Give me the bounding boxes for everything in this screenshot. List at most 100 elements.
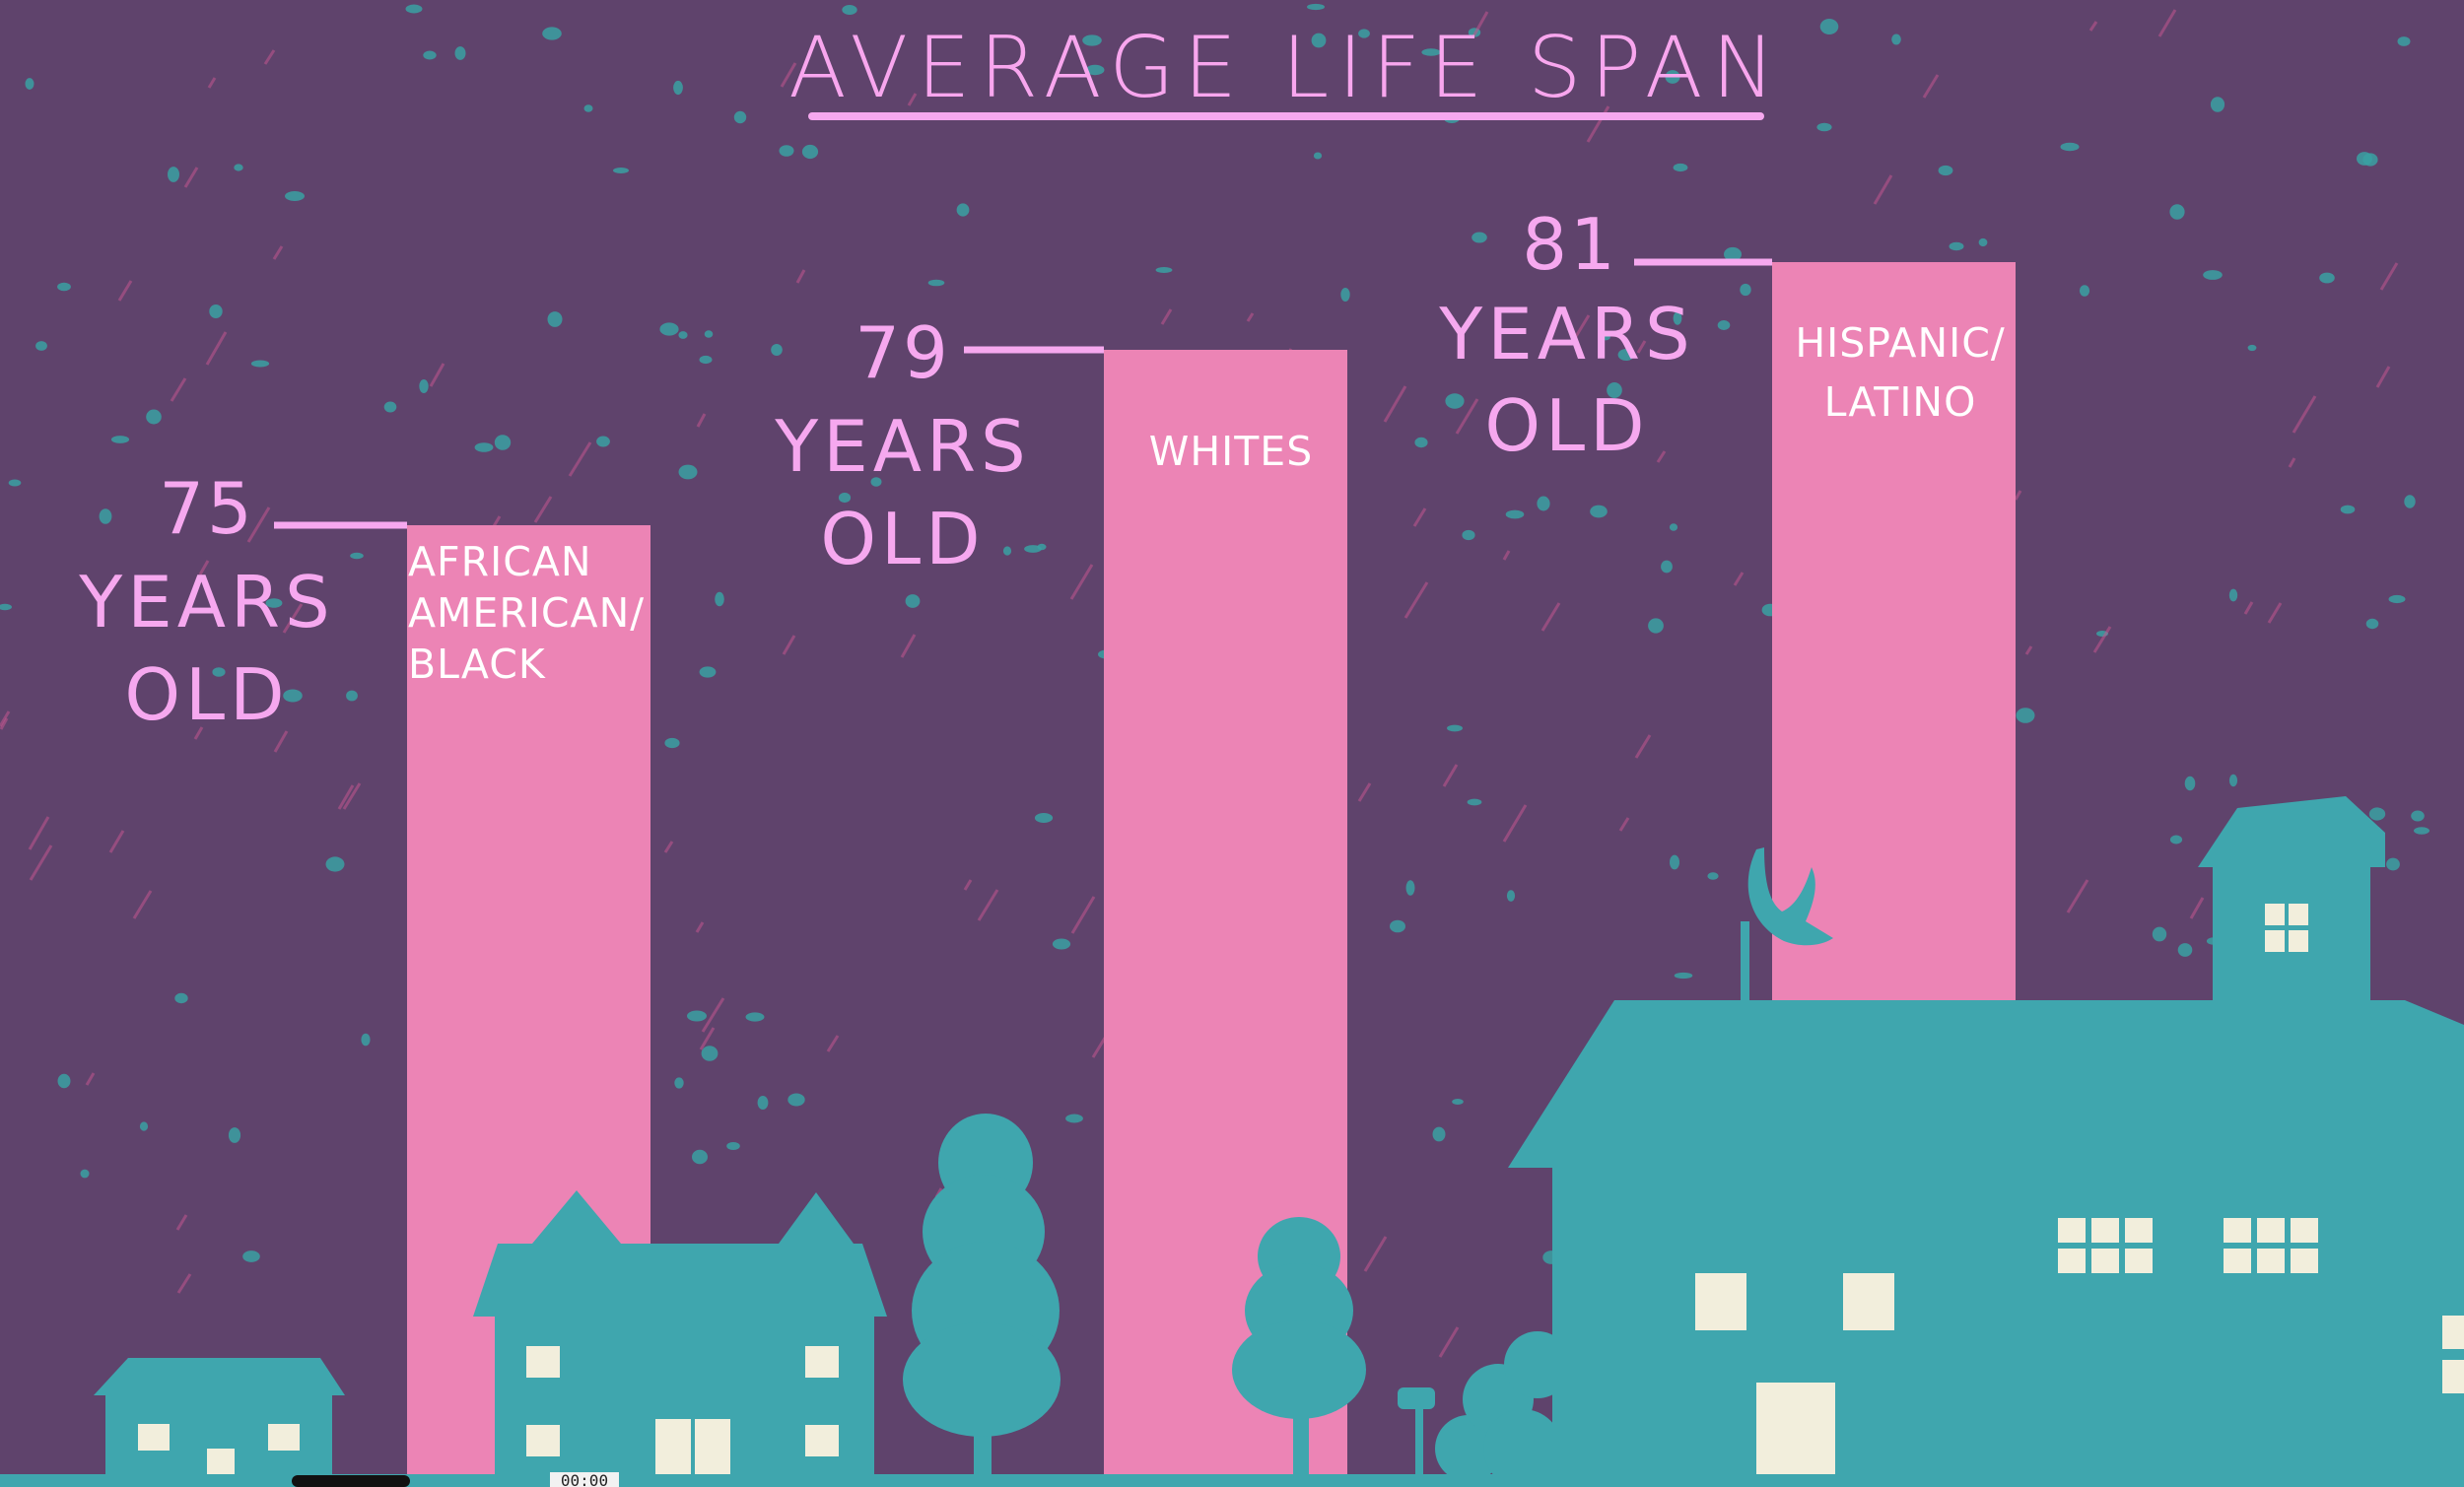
speckle [1648,618,1664,634]
streak [1922,74,1940,99]
town-illustration [0,796,2464,1487]
speckle [2203,270,2223,280]
speckle [2169,835,2183,845]
speckle [1938,165,1953,176]
value-unit-2-line2: OLD [1484,384,1649,467]
streak [263,49,276,65]
streak [176,1273,192,1294]
streak [1412,507,1427,527]
speckle [1358,29,1370,38]
speckle [2177,943,2193,957]
speckle [1590,505,1608,518]
speckle [745,1012,765,1022]
streak [1502,804,1528,843]
mailbox [1398,1387,1435,1487]
speckle [726,1142,740,1150]
speckle [1537,496,1550,511]
speckle [583,104,593,112]
speckle [1891,34,1901,45]
speckle [678,331,688,339]
speckle [1034,813,1054,823]
streak [1634,734,1652,759]
speckle [35,341,47,351]
streak [1455,398,1479,435]
speckle [1390,919,1405,933]
speckle [1432,1126,1446,1142]
bar-label-2-line2: LATINO [1824,378,1977,426]
speckle [1065,1114,1083,1123]
speckle [1665,70,1680,84]
streak [2024,645,2033,655]
streak [29,845,53,881]
speckle [1445,393,1465,409]
speckle [423,50,437,60]
speckle [283,689,303,703]
bar-label-0-line3: BLACK [408,641,546,688]
speckle [405,4,423,14]
streak [2375,366,2391,388]
streak [696,413,707,428]
streak [193,726,204,740]
speckle [1085,64,1105,76]
streak [1160,308,1173,325]
speckle [1462,529,1475,541]
speckle [1506,890,1516,902]
tree-tall [903,1114,1061,1487]
annotation-1: 79 YEARS OLD [774,311,1104,580]
streak [282,603,304,634]
streak [1570,314,1591,344]
timestamp: 00:00 [561,1471,608,1487]
speckle [110,436,130,443]
streak [1733,572,1745,586]
speckle [1949,241,1964,251]
streak [1438,1326,1460,1358]
streak [533,496,553,523]
bar-label-0-line2: AMERICAN/ [408,589,645,637]
streak [1502,550,1511,561]
speckle [1002,546,1012,556]
speckle [715,591,724,607]
speckle [2152,926,2167,942]
streak [2066,879,2089,913]
speckle [234,164,243,171]
speckle [1421,48,1441,56]
video-player-bar: 00:00 [292,1471,619,1487]
speckle [2228,774,2238,787]
streak [273,730,289,753]
speckle [2365,618,2379,630]
speckle [1816,122,1832,132]
speckle [956,203,970,217]
speckle [2228,588,2238,602]
speckle [2319,272,2335,284]
streak [826,1035,840,1052]
bar-label-2-line1: HISPANIC/ [1795,319,2005,367]
progress-handle[interactable] [292,1475,410,1487]
streak [272,245,284,260]
speckle [2210,97,2225,112]
speckle [542,27,562,40]
streak [699,1027,716,1050]
streak [175,1214,188,1231]
speckle [704,330,714,338]
streak [342,782,362,810]
small-house-left [94,1358,345,1487]
value-unit-1-line2: OLD [820,498,985,580]
speckle [25,78,34,90]
speckle [1452,1099,1464,1105]
speckle [1405,880,1415,896]
streak [183,167,199,188]
speckle [350,552,364,560]
streak [246,507,271,543]
speckle [1307,3,1325,11]
streak [2088,21,2098,32]
value-label-2: 81 [1522,203,1618,286]
speckle [674,1077,684,1089]
streak [170,377,187,402]
speckle [325,856,345,872]
speckle [2060,142,2080,152]
streak [780,62,797,88]
speckle [57,1073,71,1089]
streak [1618,817,1630,832]
big-house [1508,796,2464,1487]
speckle [801,144,819,160]
